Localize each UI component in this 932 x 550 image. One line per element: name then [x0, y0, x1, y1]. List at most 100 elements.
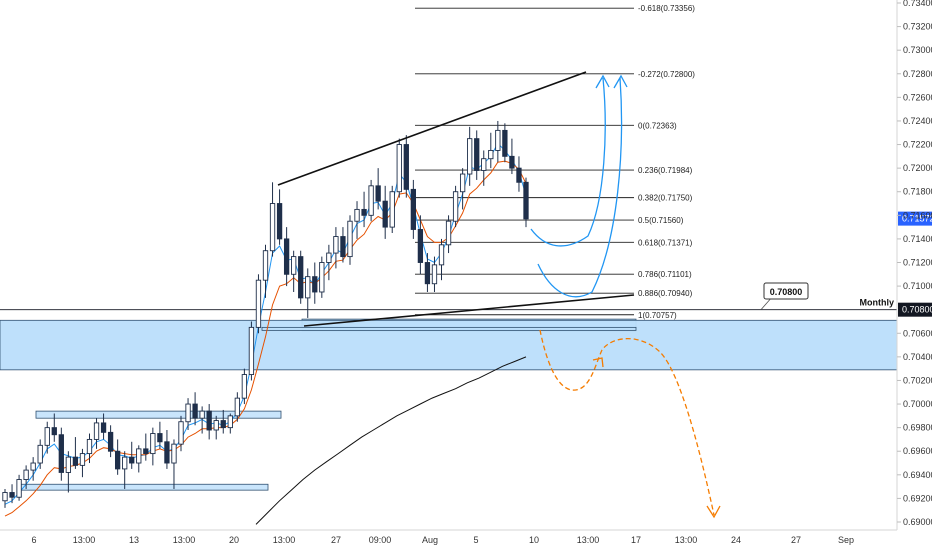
x-tick-label-14: 24 — [731, 535, 741, 545]
candle-body-52 — [368, 185, 374, 216]
x-tick-label-0: 6 — [31, 535, 36, 545]
candle-body-65 — [459, 173, 466, 193]
fib-label-3: 0.236(0.71984) — [638, 166, 693, 175]
candle-body-25 — [178, 421, 184, 445]
x-tick-label-4: 20 — [229, 535, 239, 545]
candle-body-41 — [291, 256, 297, 275]
candle-body-55 — [389, 191, 395, 228]
candle-body-30 — [213, 420, 219, 431]
lower-trendline — [303, 294, 635, 327]
candle-body-18 — [129, 456, 135, 464]
candle-body-58 — [410, 188, 417, 230]
zone-3 — [35, 410, 282, 419]
candle-body-37 — [262, 250, 269, 281]
candle-body-56 — [396, 144, 402, 193]
candle-body-59 — [417, 229, 424, 263]
monthly-tag: Monthly — [860, 298, 895, 308]
candle-body-50 — [354, 208, 360, 222]
upper-trendline — [277, 71, 587, 186]
price-badge-label-1: 0.70800 — [902, 305, 932, 315]
candle-body-54 — [382, 200, 388, 228]
candle-body-35 — [248, 326, 255, 376]
candle-body-74 — [523, 181, 529, 220]
candle-body-73 — [516, 167, 522, 183]
candle-body-2 — [16, 479, 22, 498]
zone-1 — [0, 319, 898, 371]
candle-body-39 — [276, 203, 283, 240]
candle-body-45 — [319, 262, 325, 293]
candle-body-22 — [157, 433, 163, 443]
price-badge-0 — [898, 211, 932, 226]
candle-body-24 — [171, 443, 177, 464]
x-tick-label-8: Aug — [422, 535, 438, 545]
candle-body-36 — [255, 279, 262, 328]
candle-body-48 — [340, 236, 346, 258]
candle-body-64 — [452, 191, 459, 222]
x-tick-label-12: 17 — [631, 535, 641, 545]
fib-label-4: 0.382(0.71750) — [638, 194, 693, 203]
x-tick-label-10: 10 — [529, 535, 539, 545]
zone-2 — [261, 326, 637, 331]
candle-body-63 — [445, 220, 452, 246]
candle-body-47 — [333, 236, 339, 254]
x-tick-label-15: 27 — [791, 535, 801, 545]
candle-body-49 — [347, 220, 353, 258]
fib-label-9: 1(0.70757) — [638, 311, 677, 320]
candle-body-10 — [72, 456, 79, 466]
candle-body-33 — [234, 397, 240, 417]
candle-body-42 — [298, 256, 304, 299]
fib-label-5: 0.5(0.71560) — [638, 216, 684, 225]
fib-label-0: -0.618(0.73356) — [638, 4, 695, 13]
x-tick-label-16: Sep — [838, 535, 854, 545]
candle-body-38 — [269, 203, 276, 252]
x-tick-label-3: 13:00 — [173, 535, 196, 545]
fib-label-7: 0.786(0.71101) — [638, 270, 692, 279]
candle-body-27 — [192, 403, 198, 419]
x-tick-label-7: 09:00 — [369, 535, 392, 545]
candle-body-62 — [438, 244, 445, 266]
candle-body-43 — [305, 276, 311, 299]
candle-body-40 — [283, 238, 290, 275]
candle-body-23 — [164, 441, 170, 464]
candle-body-66 — [467, 138, 473, 175]
candle-body-28 — [199, 410, 205, 419]
blue-projection-arrowhead-2 — [613, 74, 628, 89]
candle-body-0 — [2, 492, 8, 502]
candle-body-1 — [9, 492, 15, 498]
candle-body-12 — [86, 438, 93, 455]
x-tick-label-2: 13 — [129, 535, 139, 545]
candle-body-46 — [326, 252, 332, 263]
candle-body-67 — [474, 138, 480, 171]
ma-slow-line — [4, 160, 527, 517]
price-badge-label-0: 0.71572 — [902, 214, 932, 224]
candle-body-7 — [51, 427, 57, 436]
candle-body-61 — [431, 264, 438, 285]
blue-projection-arrowhead-1 — [595, 74, 610, 89]
zone-4 — [17, 483, 269, 491]
plot-background — [0, 0, 897, 530]
candle-body-13 — [93, 422, 100, 440]
callout-box — [763, 282, 809, 300]
candle-body-71 — [502, 129, 508, 157]
orange-projection-path — [539, 329, 715, 516]
candle-body-31 — [220, 420, 226, 429]
x-tick-label-9: 5 — [473, 535, 478, 545]
candle-body-53 — [375, 185, 381, 202]
callout-label: 0.70800 — [770, 287, 803, 297]
candle-body-15 — [107, 431, 114, 452]
blue-projection-path-1 — [530, 77, 606, 247]
